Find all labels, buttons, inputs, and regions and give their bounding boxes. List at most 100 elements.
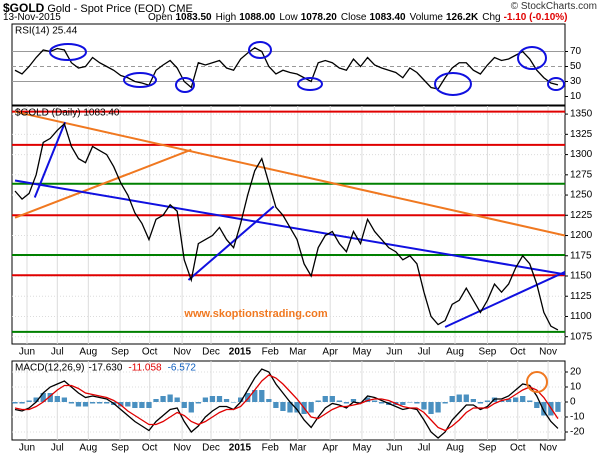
x-tick-label: May <box>352 443 371 454</box>
y-tick-label: 0 <box>570 397 576 408</box>
x-tick-label: Sep <box>111 347 129 358</box>
x-tick-label: Jun <box>386 443 402 454</box>
highlight-circle <box>526 371 548 393</box>
histogram-bar <box>33 397 39 402</box>
reading: -11.058 <box>128 363 162 374</box>
x-tick-label: Apr <box>322 443 338 454</box>
histogram-bar <box>287 402 293 413</box>
y-tick-label: 50 <box>570 61 582 72</box>
instrument-name: Gold - Spot Price (EOD) CME <box>47 3 193 15</box>
highlight-circle <box>49 43 87 61</box>
x-tick-label: Feb <box>262 347 280 358</box>
reading: -6.572 <box>168 363 197 374</box>
histogram-bar <box>407 402 413 403</box>
x-tick-label: Sep <box>479 443 497 454</box>
histogram-bar <box>400 402 406 405</box>
histogram-bar <box>26 400 32 402</box>
y-tick-label: 1075 <box>570 331 593 342</box>
histogram-bar <box>96 402 103 404</box>
quote-value: -1.10 (-0.10%) <box>503 12 568 23</box>
histogram-bar <box>421 402 427 410</box>
y-tick-label: 20 <box>570 367 582 378</box>
series-line <box>14 122 559 331</box>
histogram-bar <box>505 399 512 402</box>
credit: © StockCharts.com <box>510 1 597 12</box>
histogram-bar <box>104 402 110 404</box>
histogram-bar <box>146 402 152 408</box>
highlight-circle <box>248 41 272 59</box>
plot-layer <box>12 46 565 90</box>
histogram-bar <box>322 396 328 402</box>
histogram-bar <box>237 397 244 402</box>
x-tick-label: Jul <box>51 347 64 358</box>
y-tick-label: 1125 <box>570 291 592 302</box>
histogram-bar <box>12 402 18 404</box>
x-tick-label: Jul <box>418 347 431 358</box>
trend-line <box>33 121 66 198</box>
histogram-bar <box>47 393 53 402</box>
x-tick-label: Aug <box>446 347 464 358</box>
histogram-bar <box>75 402 82 407</box>
x-tick-label: Aug <box>79 443 97 454</box>
plot-layer <box>12 106 565 344</box>
histogram-bar <box>153 399 159 402</box>
highlight-circle <box>297 77 323 91</box>
histogram-bar <box>512 397 519 402</box>
panel-title: MACD(12,26,9) <box>15 363 84 374</box>
highlight-circle <box>175 77 195 93</box>
x-tick-label: May <box>352 347 371 358</box>
quote-value: 126.2K <box>445 12 479 23</box>
histogram-bar <box>428 402 434 414</box>
x-tick-label: Nov <box>539 443 557 454</box>
panel-frame <box>11 23 566 106</box>
header-quote: 13-Nov-2015 Open 1083.50 High 1088.00 Low 1078… <box>3 12 598 23</box>
histogram-bar <box>167 394 173 402</box>
x-tick-label: Dec <box>202 347 220 358</box>
y-tick-label: 1275 <box>570 169 593 180</box>
x-tick-label: Oct <box>510 443 526 454</box>
histogram-bar <box>371 400 378 402</box>
x-tick-label: Mar <box>289 347 307 358</box>
y-tick-label: 1100 <box>570 311 592 322</box>
histogram-bar <box>266 399 272 402</box>
x-tick-label: Aug <box>79 347 97 358</box>
x-tick-label: Jun <box>19 443 35 454</box>
histogram-bar <box>223 399 230 402</box>
histogram-bar <box>230 402 237 403</box>
histogram-bar <box>209 396 216 402</box>
histogram-bar <box>68 402 75 404</box>
histogram-bar <box>280 402 286 411</box>
y-tick-label: 30 <box>570 76 582 87</box>
histogram-bar <box>414 402 420 404</box>
y-tick-label: 10 <box>570 91 582 102</box>
histogram-bar <box>174 397 180 402</box>
histogram-bar <box>125 402 131 407</box>
y-tick-label: 1250 <box>570 190 593 201</box>
x-tick-label: Jul <box>51 443 64 454</box>
histogram-bar <box>40 393 46 402</box>
histogram-bar <box>520 396 526 402</box>
x-tick-label: Apr <box>322 347 338 358</box>
histogram-bar <box>273 402 279 408</box>
quote-label: Open <box>148 12 173 23</box>
x-tick-label: Jun <box>19 347 35 358</box>
histogram-bar <box>442 402 448 404</box>
histogram-bar <box>61 397 68 402</box>
quote: Open 1083.50 High 1088.00 Low 1078.20 Close 108… <box>148 12 568 23</box>
y-tick-label: -20 <box>570 427 585 438</box>
histogram-bar <box>343 402 350 404</box>
histogram-bar <box>555 402 561 412</box>
quote-label: High <box>215 12 237 23</box>
quote-value: 1083.50 <box>175 12 212 23</box>
histogram-bar <box>435 402 441 413</box>
x-tick-label: Oct <box>510 347 526 358</box>
histogram-bar <box>216 396 223 402</box>
x-tick-label: Sep <box>111 443 129 454</box>
trend-line <box>187 205 275 281</box>
x-tick-label: Aug <box>446 443 464 454</box>
trend-line <box>444 271 565 328</box>
quote-value: 1083.40 <box>369 12 406 23</box>
quote-label: Chg <box>482 12 501 23</box>
histogram-bar <box>160 396 166 402</box>
y-tick-label: 1300 <box>570 149 593 160</box>
